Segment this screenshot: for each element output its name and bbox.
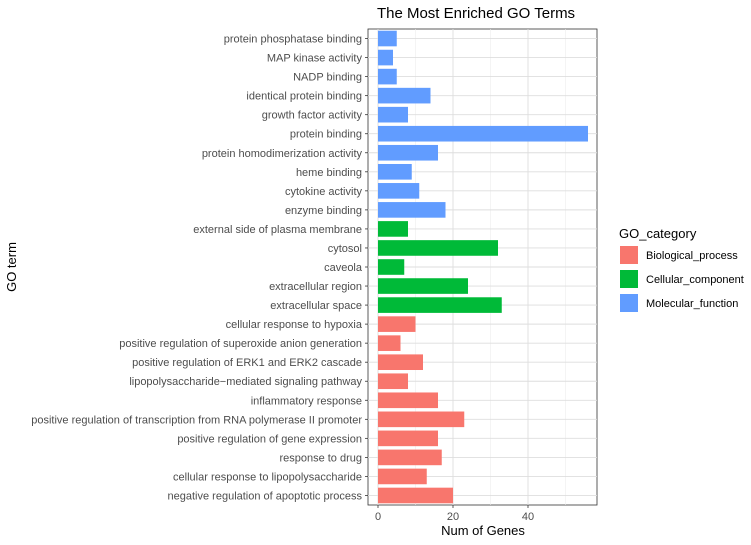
category-label: cytosol: [328, 243, 362, 255]
legend-label: Biological_process: [646, 250, 738, 262]
legend-label: Molecular_function: [646, 298, 738, 310]
bar: [378, 449, 442, 466]
category-label: MAP kinase activity: [267, 53, 363, 65]
legend-swatch: [620, 270, 638, 288]
x-axis-title: Num of Genes: [441, 523, 525, 538]
bar: [378, 316, 416, 332]
bar: [378, 373, 408, 390]
category-label: positive regulation of gene expression: [177, 433, 362, 445]
category-label: inflammatory response: [251, 395, 362, 407]
bar: [378, 144, 438, 161]
category-label: negative regulation of apoptotic process: [168, 490, 363, 502]
category-label: NADP binding: [293, 72, 362, 84]
bar: [378, 163, 412, 180]
x-ticks: 0 20 40: [375, 505, 534, 523]
bar: [378, 68, 397, 85]
category-label: cytokine activity: [285, 186, 363, 198]
bar: [378, 30, 397, 47]
category-label: extracellular region: [269, 281, 362, 293]
category-label: extracellular space: [270, 300, 362, 312]
category-label: heme binding: [296, 167, 362, 179]
bar: [378, 392, 438, 409]
bar: [378, 297, 502, 313]
bars-group: [378, 30, 588, 504]
y-tick-labels: protein phosphatase binding MAP kinase ac…: [31, 34, 368, 502]
category-label: protein homodimerization activity: [202, 148, 363, 160]
category-label: positive regulation of superoxide anion …: [119, 338, 362, 350]
legend-title: GO_category: [619, 226, 697, 241]
bar: [378, 240, 498, 256]
bar: [378, 430, 438, 447]
bar: [378, 49, 393, 66]
category-label: cellular response to lipopolysaccharide: [173, 471, 362, 483]
category-label: identical protein binding: [246, 91, 362, 103]
category-label: enzyme binding: [285, 205, 362, 217]
category-label: positive regulation of ERK1 and ERK2 cas…: [132, 357, 362, 369]
legend: GO_category Biological_process Cellular_c…: [619, 226, 744, 312]
category-label: response to drug: [279, 452, 362, 464]
bar: [378, 259, 405, 275]
bar: [378, 106, 408, 123]
bar: [378, 354, 423, 371]
y-axis-title: GO term: [4, 242, 19, 292]
category-label: positive regulation of transcription fro…: [31, 414, 362, 426]
bar: [378, 335, 401, 351]
legend-label: Cellular_component: [646, 274, 744, 286]
legend-swatch: [620, 246, 638, 264]
bar: [378, 221, 408, 237]
category-label: caveola: [324, 262, 363, 274]
category-label: growth factor activity: [262, 110, 363, 122]
category-label: protein phosphatase binding: [224, 34, 362, 46]
bar: [378, 183, 420, 199]
bar: [378, 87, 431, 104]
category-label: external side of plasma membrane: [193, 224, 362, 236]
bar: [378, 278, 468, 294]
category-label: cellular response to hypoxia: [226, 319, 363, 331]
chart-title: The Most Enriched GO Terms: [377, 5, 575, 22]
bar: [378, 411, 465, 428]
bar: [378, 487, 453, 504]
bar: [378, 468, 427, 485]
bar: [378, 125, 588, 142]
legend-swatch: [620, 294, 638, 312]
category-label: lipopolysaccharide−mediated signaling pa…: [129, 376, 362, 388]
x-tick-label: 40: [522, 511, 534, 523]
bar: [378, 202, 446, 218]
x-tick-label: 0: [375, 511, 381, 523]
x-tick-label: 20: [447, 511, 459, 523]
category-label: protein binding: [290, 129, 362, 141]
